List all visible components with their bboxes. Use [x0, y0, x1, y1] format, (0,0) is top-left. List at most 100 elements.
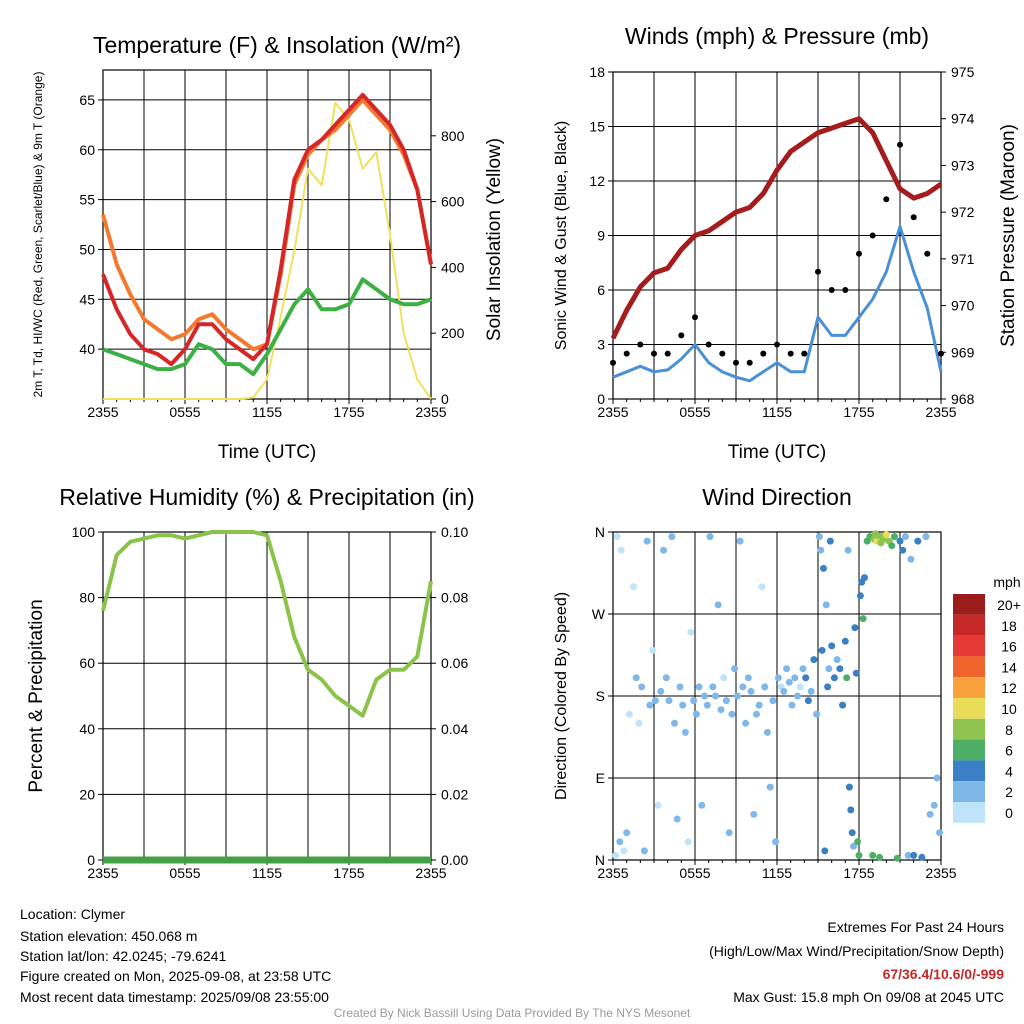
direction-point	[753, 710, 760, 718]
gust-point	[692, 314, 698, 321]
direction-point	[785, 678, 793, 686]
gust-point	[869, 232, 876, 239]
direction-point	[612, 851, 620, 859]
direction-point	[893, 854, 901, 862]
chart-title: Relative Humidity (%) & Precipitation (i…	[59, 484, 474, 510]
gust-point	[733, 359, 739, 366]
y-axis-label: Sonic Wind & Gust (Blue, Black)	[553, 121, 570, 350]
direction-point	[617, 546, 625, 554]
y2-tick-label: 968	[951, 391, 975, 407]
direction-point	[736, 537, 744, 545]
gust-point	[910, 214, 917, 221]
legend-label: 2	[1005, 784, 1013, 800]
y-tick-label: 0	[597, 391, 605, 407]
direction-point	[679, 701, 687, 709]
direction-point	[802, 674, 810, 682]
direction-point	[620, 847, 628, 855]
direction-point	[783, 665, 791, 673]
direction-point	[810, 656, 818, 664]
direction-point	[856, 592, 864, 600]
y-tick-label: 40	[79, 341, 95, 357]
extremes-subtitle: (High/Low/Max Wind/Precipitation/Snow De…	[709, 943, 1004, 959]
direction-point	[930, 801, 938, 809]
y-tick-label: 3	[597, 337, 605, 353]
direction-point	[899, 546, 907, 554]
y2-axis-label: Station Pressure (Maroon)	[998, 124, 1019, 347]
y-tick-label: 60	[79, 142, 95, 158]
x-tick-label: 1155	[252, 865, 282, 881]
y-axis-label: 2m T, Td, HI/WC (Red, Green, Scarlet/Blu…	[31, 72, 45, 398]
legend-label: 10	[1001, 701, 1017, 717]
y-tick-label: 45	[79, 291, 95, 307]
gust-point	[856, 250, 862, 257]
direction-point	[643, 537, 651, 545]
x-tick-label: 1755	[843, 404, 874, 420]
x-tick-label: 2355	[87, 865, 118, 881]
y2-tick-label: 0	[441, 391, 449, 407]
y-tick-label: 60	[79, 655, 95, 671]
y-tick-label: W	[592, 606, 606, 622]
direction-point	[896, 537, 904, 545]
y2-tick-label: 974	[951, 111, 975, 127]
direction-point	[888, 542, 896, 550]
x-tick-label: 1755	[333, 404, 364, 420]
gust-point	[815, 268, 821, 275]
direction-point	[676, 683, 684, 691]
direction-point	[684, 838, 692, 846]
y2-tick-label: 972	[951, 204, 975, 220]
direction-point	[936, 829, 944, 837]
direction-point	[922, 533, 930, 541]
elevation-text: Station elevation: 450.068 m	[20, 928, 198, 944]
direction-point	[914, 537, 922, 545]
gust-point	[719, 350, 726, 357]
direction-point	[807, 687, 815, 695]
direction-point	[845, 783, 853, 791]
panel-2: 2355 0555 1155 1755 23550204060801000.000.02…	[26, 484, 475, 881]
direction-point	[613, 533, 621, 541]
legend-swatch	[953, 739, 985, 761]
x-tick-label: 2355	[597, 404, 628, 420]
extremes-title: Extremes For Past 24 Hours	[827, 919, 1004, 935]
direction-point	[918, 853, 926, 861]
x-tick-label: 2355	[87, 404, 118, 420]
legend-label: 20+	[997, 597, 1021, 613]
direction-point	[665, 697, 673, 705]
panel-0: 2355 0555 1155 1755 2355 40 45 50 55 60 65 0 200 400 6…	[31, 32, 505, 463]
legend-swatch	[953, 677, 985, 698]
direction-point	[623, 829, 631, 837]
legend-label: 6	[1005, 743, 1013, 759]
y-tick-label: 100	[72, 524, 96, 540]
y-tick-label: 55	[79, 192, 95, 208]
x-tick-label: 2355	[415, 865, 446, 881]
direction-point	[869, 851, 877, 859]
direction-point	[651, 697, 659, 705]
direction-point	[755, 701, 763, 709]
direction-point	[657, 687, 665, 695]
x-tick-label: 0555	[679, 404, 710, 420]
direction-point	[780, 687, 788, 695]
direction-point	[630, 583, 637, 591]
direction-point	[646, 701, 654, 709]
y2-tick-label: 973	[951, 157, 975, 173]
direction-point	[910, 851, 918, 859]
series-line-sonic-wind	[612, 224, 943, 383]
direction-point	[725, 829, 733, 837]
direction-point	[706, 533, 714, 541]
legend-label: 0	[1005, 805, 1013, 821]
y-tick-label: 80	[79, 590, 95, 606]
direction-point	[799, 665, 807, 673]
direction-point	[761, 683, 769, 691]
legend-label: 12	[1001, 680, 1017, 696]
legend-swatch	[953, 718, 985, 740]
direction-point	[828, 642, 836, 650]
chart-title: Temperature (F) & Insolation (W/m²)	[93, 32, 461, 58]
x-tick-label: 2355	[415, 404, 446, 420]
direction-point	[822, 601, 830, 609]
direction-point	[813, 710, 821, 718]
x-tick-label: 1155	[762, 865, 792, 881]
direction-point	[635, 719, 643, 727]
direction-point	[671, 719, 678, 727]
y2-tick-label: 969	[951, 344, 975, 360]
x-tick-label: 0555	[169, 404, 200, 420]
y-tick-label: N	[595, 852, 605, 868]
